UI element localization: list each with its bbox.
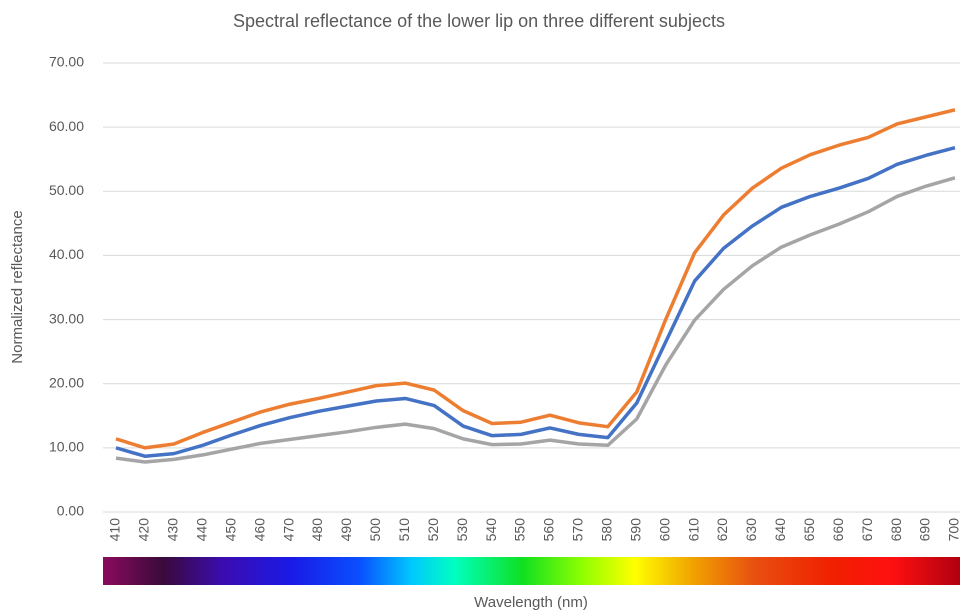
x-tick-label: 690 — [917, 518, 933, 542]
y-tick-label: 70.00 — [49, 54, 84, 70]
x-tick-label: 610 — [685, 518, 701, 542]
x-axis-label: Wavelength (nm) — [474, 594, 588, 611]
x-tick-label: 460 — [251, 518, 267, 542]
x-tick-label: 440 — [193, 518, 209, 542]
x-tick-label: 430 — [165, 518, 181, 542]
x-tick-label: 650 — [801, 518, 817, 542]
x-tick-label: 530 — [454, 518, 470, 542]
x-tick-label: 470 — [280, 518, 296, 542]
y-tick-label: 30.00 — [49, 310, 84, 326]
x-tick-label: 420 — [136, 518, 152, 542]
x-tick-label: 680 — [888, 518, 904, 542]
y-tick-label: 60.00 — [49, 118, 84, 134]
x-tick-label: 510 — [396, 518, 412, 542]
series-line — [115, 145, 956, 458]
x-tick-label: 640 — [772, 518, 788, 542]
y-tick-label: 10.00 — [49, 439, 84, 455]
x-tick-label: 410 — [107, 518, 123, 542]
x-tick-label: 520 — [425, 518, 441, 542]
x-tick-label: 450 — [222, 518, 238, 542]
x-tick-label: 590 — [627, 518, 643, 542]
x-tick-label: 600 — [656, 518, 672, 542]
series-line — [115, 176, 956, 464]
x-tick-label: 540 — [483, 518, 499, 542]
x-tick-label: 480 — [309, 518, 325, 542]
x-tick-label: 620 — [714, 518, 730, 542]
x-tick-label: 490 — [338, 518, 354, 542]
y-tick-label: 0.00 — [57, 503, 84, 519]
chart-title: Spectral reflectance of the lower lip on… — [233, 11, 725, 31]
x-tick-label: 550 — [512, 518, 528, 542]
x-tick-label: 570 — [570, 518, 586, 542]
x-tick-label: 660 — [830, 518, 846, 542]
y-tick-label: 40.00 — [49, 246, 84, 262]
y-axis-label: Normalized reflectance — [9, 210, 26, 363]
spectrum-bar — [103, 557, 960, 585]
series-line — [115, 108, 956, 450]
x-tick-label: 500 — [367, 518, 383, 542]
x-tick-label: 700 — [946, 518, 960, 542]
x-tick-label: 560 — [541, 518, 557, 542]
x-tick-label: 630 — [743, 518, 759, 542]
x-tick-label: 670 — [859, 518, 875, 542]
x-tick-label: 580 — [599, 518, 615, 542]
y-tick-label: 20.00 — [49, 374, 84, 390]
y-tick-label: 50.00 — [49, 182, 84, 198]
